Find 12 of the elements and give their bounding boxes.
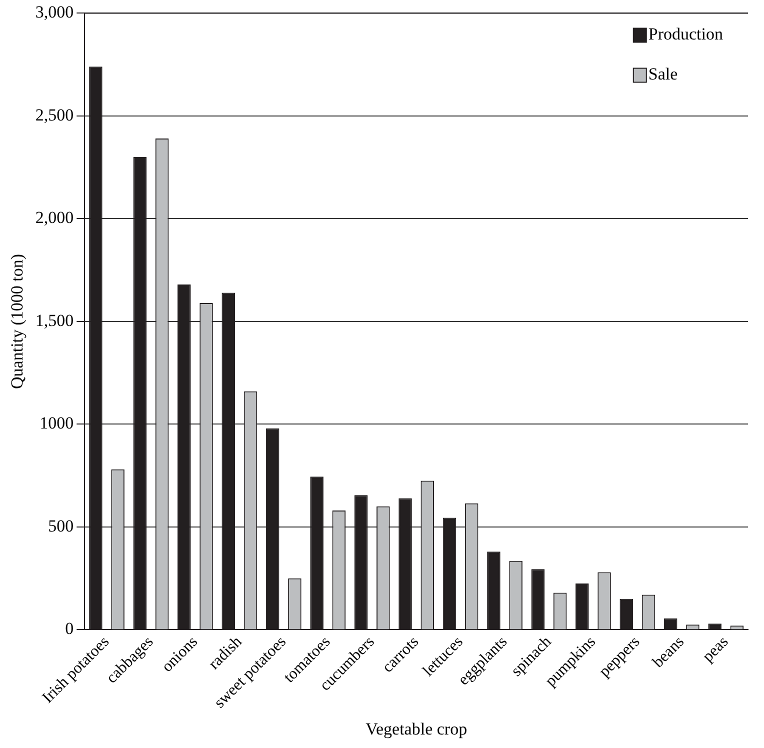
y-tick-label: 2,500 [35, 105, 74, 124]
y-axis-title: Quantity (1000 ton) [8, 254, 27, 389]
y-tick-label: 0 [65, 619, 74, 638]
x-tick-label: peas [700, 633, 732, 666]
y-tick-label: 1000 [40, 414, 74, 433]
y-tick-label: 2,000 [35, 208, 74, 228]
legend-label: Production [648, 24, 724, 44]
y-tick-label: 3,000 [35, 2, 74, 22]
x-axis-title: Vegetable crop [366, 719, 468, 738]
y-tick-label: 1,500 [35, 310, 74, 330]
y-tick-label: 500 [48, 516, 74, 536]
legend-label: Sale [648, 64, 678, 84]
